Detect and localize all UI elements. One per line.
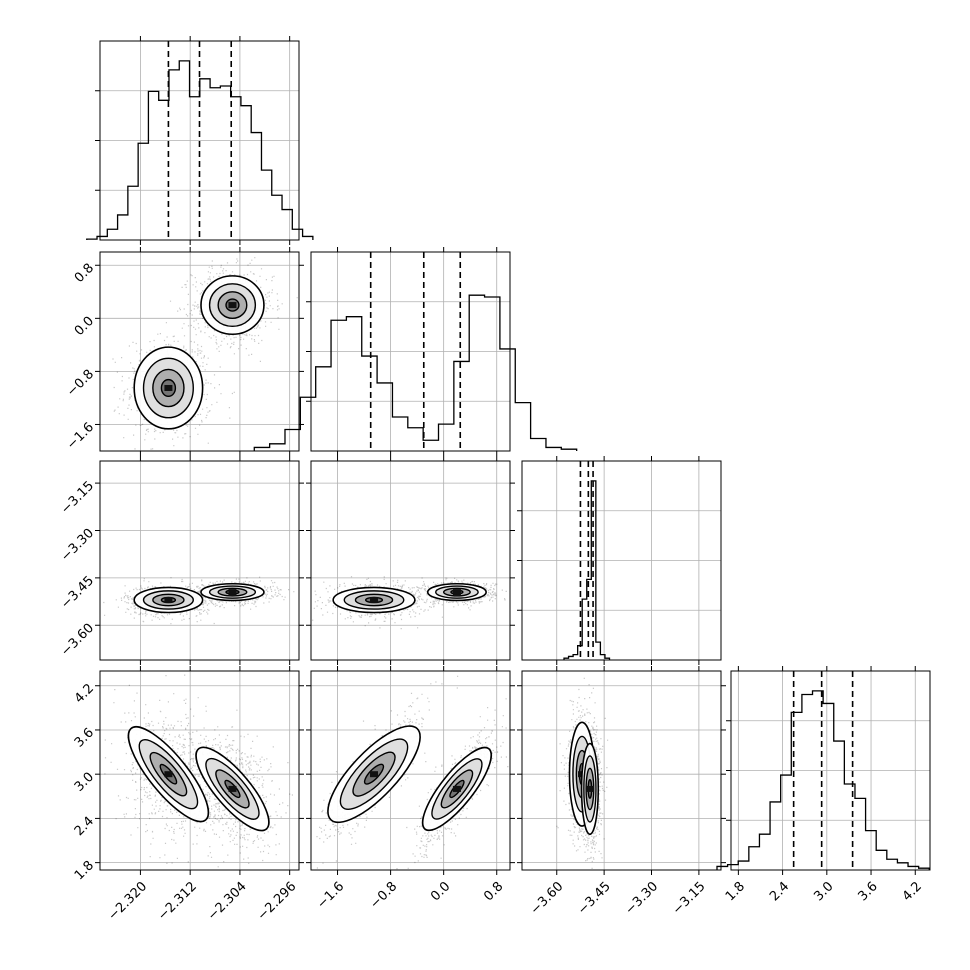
panel-1-0: −1.6 −0.8 0.0 0.8 (64, 247, 304, 456)
density-peak (370, 596, 379, 603)
y-tick-label: −3.30 (58, 526, 97, 565)
x-tick-label: 1.8 (723, 879, 748, 904)
x-tick-label: 0.8 (481, 879, 506, 904)
density-peak (585, 785, 594, 792)
density-peak (164, 771, 173, 778)
density-peak (228, 589, 237, 596)
density-peak (370, 771, 379, 778)
y-tick-label: 4.2 (72, 681, 97, 706)
density-peak (164, 384, 173, 391)
panel-background (522, 671, 721, 870)
panel-frame (99, 251, 300, 452)
panel-background (100, 252, 299, 451)
x-tick-label: −3.15 (670, 879, 709, 918)
x-tick-label: −3.60 (528, 879, 567, 918)
x-tick-label: −2.320 (106, 879, 151, 924)
x-tick-label: −2.304 (205, 879, 250, 924)
density-peak (452, 589, 461, 596)
panel-frame (521, 670, 722, 871)
histogram-3 (716, 690, 930, 870)
y-tick-label: −3.15 (58, 479, 97, 518)
y-tick-label: −3.60 (58, 621, 97, 660)
panel-3-2: −3.60 −3.45 −3.30 −3.15 (517, 666, 726, 918)
density-peak (452, 785, 461, 792)
panel-3-3: 1.8 2.4 3.0 3.6 4.2 (716, 666, 931, 904)
x-tick-label: −3.30 (622, 879, 661, 918)
x-tick-label: −0.8 (367, 879, 400, 912)
panel-background (100, 461, 299, 660)
y-tick-label: −0.8 (64, 367, 97, 400)
y-tick-label: 0.0 (72, 314, 97, 339)
panel-frame (99, 670, 300, 871)
x-tick-label: −3.45 (575, 879, 614, 918)
x-tick-label: 3.0 (811, 879, 836, 904)
x-tick-label: 3.6 (856, 879, 881, 904)
histogram-0 (86, 60, 314, 240)
y-tick-label: 3.0 (72, 770, 97, 795)
panel-2-1 (306, 456, 515, 665)
panel-frame (310, 460, 511, 661)
y-tick-label: −3.45 (58, 573, 97, 612)
y-tick-label: −1.6 (64, 420, 97, 453)
x-tick-label: −2.296 (255, 879, 300, 924)
panel-1-1 (253, 247, 578, 456)
panel-3-0: −2.320 −2.312 −2.304 −2.296 1.8 2.4 3.0 3.6 4.2 (72, 666, 304, 924)
x-tick-label: 4.2 (900, 879, 925, 904)
panel-2-0: −3.60 −3.45 −3.30 −3.15 (58, 456, 304, 665)
density-peak (228, 302, 237, 309)
y-tick-label: 2.4 (72, 814, 97, 839)
histogram-1 (253, 294, 578, 451)
panel-frame (310, 670, 511, 871)
x-tick-label: −1.6 (314, 879, 347, 912)
y-tick-label: 1.8 (72, 858, 97, 883)
panel-3-1: −1.6 −0.8 0.0 0.8 (306, 666, 515, 912)
density-peak (228, 785, 237, 792)
x-tick-label: 0.0 (428, 879, 453, 904)
density-peak (164, 596, 173, 603)
histogram-2 (563, 480, 611, 660)
y-tick-label: 3.6 (72, 725, 97, 750)
x-tick-label: −2.312 (155, 879, 200, 924)
x-tick-label: 2.4 (767, 879, 792, 904)
panel-2-2 (517, 456, 722, 665)
y-tick-label: 0.8 (72, 261, 97, 286)
panel-background (311, 461, 510, 660)
panel-frame (99, 460, 300, 661)
panel-0-0 (86, 36, 314, 245)
